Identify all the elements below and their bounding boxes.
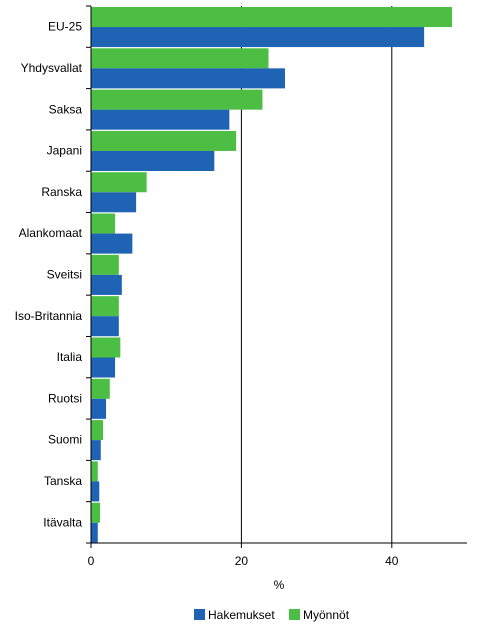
- bar-hakemukset-9: [91, 398, 107, 419]
- bars: [91, 7, 452, 543]
- plot-frame: [86, 5, 467, 548]
- x-tick-labels: 0 20 40: [88, 554, 399, 568]
- bar-hakemukset-10: [91, 440, 101, 461]
- bar-hakemukset-2: [91, 109, 230, 130]
- category-label-1: Yhdysvallat: [21, 61, 83, 75]
- bar-hakemukset-4: [91, 192, 137, 213]
- category-label-12: Itävalta: [43, 515, 82, 529]
- bar-hakemukset-8: [91, 357, 116, 378]
- bar-hakemukset-0: [91, 27, 425, 48]
- x-tick-label-0: 0: [88, 554, 95, 568]
- category-label-10: Suomi: [48, 433, 82, 447]
- category-label-8: Italia: [57, 350, 83, 364]
- bar-myonnot-1: [91, 48, 269, 69]
- bar-hakemukset-6: [91, 274, 122, 295]
- legend-swatch-1: [289, 609, 300, 620]
- bar-myonnot-10: [91, 420, 104, 441]
- bar-myonnot-11: [91, 461, 98, 482]
- legend-swatch-0: [194, 609, 205, 620]
- bar-hakemukset-11: [91, 481, 100, 502]
- category-label-9: Ruotsi: [48, 391, 82, 405]
- legend-label-0: Hakemukset: [208, 608, 275, 622]
- category-label-11: Tanska: [44, 474, 82, 488]
- bar-myonnot-4: [91, 172, 147, 193]
- bar-hakemukset-5: [91, 233, 133, 254]
- x-tick-label-2: 40: [385, 554, 399, 568]
- bar-myonnot-7: [91, 296, 119, 317]
- bar-myonnot-8: [91, 337, 121, 358]
- bar-hakemukset-1: [91, 68, 286, 89]
- bar-myonnot-9: [91, 378, 110, 399]
- bar-hakemukset-7: [91, 316, 119, 337]
- category-label-2: Saksa: [49, 102, 83, 116]
- legend: Hakemukset Myönnöt: [194, 608, 350, 622]
- bar-myonnot-5: [91, 213, 116, 234]
- category-labels: EU-25 Yhdysvallat Saksa Japani Ranska Alankom…: [15, 20, 83, 530]
- category-label-0: EU-25: [48, 20, 82, 34]
- category-label-7: Iso-Britannia: [15, 309, 83, 323]
- bar-myonnot-12: [91, 502, 101, 523]
- bar-hakemukset-3: [91, 150, 215, 171]
- bar-myonnot-2: [91, 89, 263, 110]
- bar-myonnot-0: [91, 7, 452, 28]
- category-label-6: Sveitsi: [47, 268, 82, 282]
- bar-myonnot-3: [91, 130, 237, 151]
- bar-hakemukset-12: [91, 522, 98, 543]
- category-label-4: Ranska: [41, 185, 82, 199]
- category-label-3: Japani: [47, 144, 82, 158]
- legend-label-1: Myönnöt: [303, 608, 350, 622]
- category-label-5: Alankomaat: [19, 226, 83, 240]
- bar-myonnot-6: [91, 254, 119, 275]
- x-tick-label-1: 20: [235, 554, 249, 568]
- x-axis-label: %: [274, 578, 285, 592]
